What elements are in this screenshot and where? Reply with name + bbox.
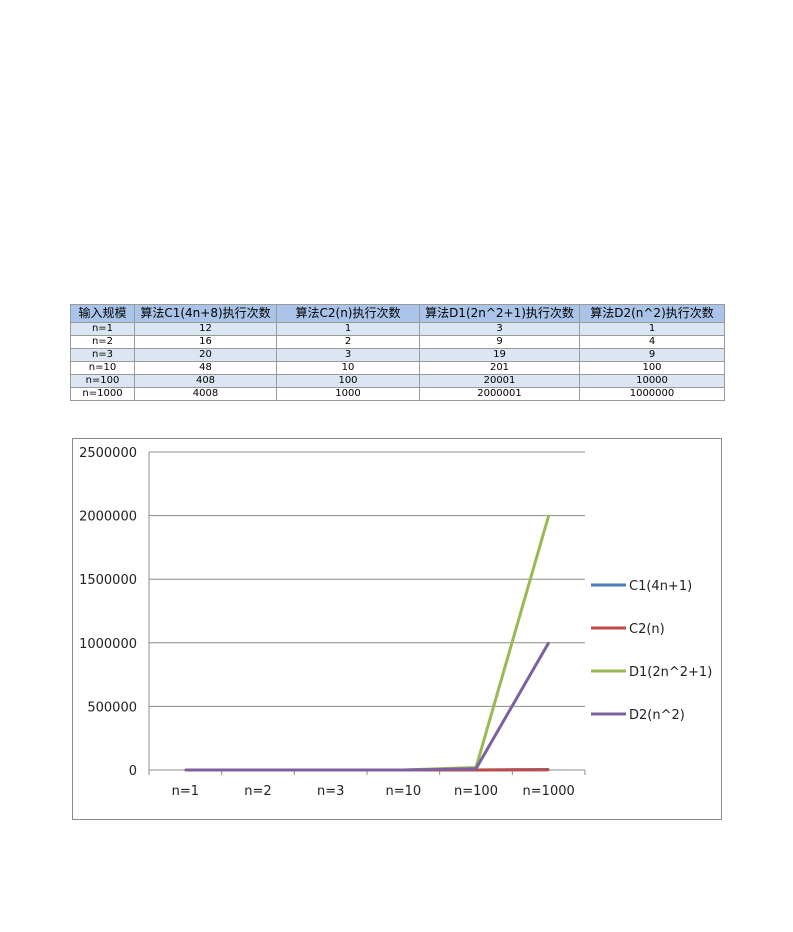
table-row: n=1 12 1 3 1 xyxy=(70,322,725,336)
data-table: 输入规模 算法C1(4n+8)执行次数 算法C2(n)执行次数 算法D1(2n^… xyxy=(70,304,725,401)
table-cell: 3 xyxy=(276,348,420,362)
data-point xyxy=(329,768,332,771)
table-row: n=2 16 2 9 4 xyxy=(70,335,725,349)
table-cell: 16 xyxy=(134,335,277,349)
legend-label: D1(2n^2+1) xyxy=(629,665,712,680)
column-header: 算法D1(2n^2+1)执行次数 xyxy=(419,304,580,323)
table-cell: 10000 xyxy=(579,374,725,388)
x-tick-label: n=1 xyxy=(172,784,199,799)
table-cell: 19 xyxy=(419,348,580,362)
column-header: 算法D2(n^2)执行次数 xyxy=(579,304,725,323)
x-tick-label: n=2 xyxy=(244,784,271,799)
x-tick-label: n=3 xyxy=(317,784,344,799)
table-cell: 2000001 xyxy=(419,387,580,401)
table-cell: 9 xyxy=(419,335,580,349)
table-cell: 12 xyxy=(134,322,277,336)
table-row: n=3 20 3 19 9 xyxy=(70,348,725,362)
table-row: n=10 48 10 201 100 xyxy=(70,361,725,375)
legend-label: C2(n) xyxy=(629,622,665,637)
column-header: 算法C1(4n+8)执行次数 xyxy=(134,304,277,323)
table-cell: 1 xyxy=(276,322,420,336)
table-cell: n=1 xyxy=(70,322,135,336)
table-cell: n=10 xyxy=(70,361,135,375)
table-cell: n=2 xyxy=(70,335,135,349)
data-point xyxy=(475,767,477,770)
x-tick-label: n=100 xyxy=(454,784,498,799)
series-line-3 xyxy=(185,642,550,772)
line-chart: 0 500000 1000000 1500000 2000000 2500000 n=1 n=… xyxy=(79,446,712,799)
table-cell: n=3 xyxy=(70,348,135,362)
y-tick-label: 2500000 xyxy=(79,446,137,461)
table-cell: 48 xyxy=(134,361,277,375)
table-cell: 100 xyxy=(579,361,725,375)
chart-area: 0 500000 1000000 1500000 2000000 2500000 n=1 n=… xyxy=(72,438,722,820)
y-tick-label: 1000000 xyxy=(79,637,137,652)
table-cell: 100 xyxy=(276,374,420,388)
data-point xyxy=(257,768,259,771)
table-cell: 1000 xyxy=(276,387,420,401)
data-point xyxy=(547,641,550,644)
x-tick-label: n=1000 xyxy=(523,784,575,799)
table-cell: 9 xyxy=(579,348,725,362)
table-row: n=1000 4008 1000 2000001 1000000 xyxy=(70,387,725,401)
table-header-row: 输入规模 算法C1(4n+8)执行次数 算法C2(n)执行次数 算法D1(2n^… xyxy=(70,304,725,323)
table-cell: 1 xyxy=(579,322,725,336)
column-header: 输入规模 xyxy=(70,304,135,323)
table-cell: n=1000 xyxy=(70,387,135,401)
table-cell: 20001 xyxy=(419,374,580,388)
table-row: n=100 408 100 20001 10000 xyxy=(70,374,725,388)
table-cell: 3 xyxy=(419,322,580,336)
table-cell: 2 xyxy=(276,335,420,349)
table-cell: 408 xyxy=(134,374,277,388)
data-point xyxy=(184,768,187,771)
table-cell: 10 xyxy=(276,361,420,375)
table-cell: 4008 xyxy=(134,387,277,401)
table-cell: 4 xyxy=(579,335,725,349)
column-header: 算法C2(n)执行次数 xyxy=(276,304,420,323)
legend-label: D2(n^2) xyxy=(629,708,685,723)
y-tick-label: 500000 xyxy=(87,700,137,715)
data-point xyxy=(547,514,550,517)
table-cell: 201 xyxy=(419,361,580,375)
table-cell: 1000000 xyxy=(579,387,725,401)
table-cell: 20 xyxy=(134,348,277,362)
data-point xyxy=(402,768,405,771)
table-cell: n=100 xyxy=(70,374,135,388)
y-tick-label: 1500000 xyxy=(79,573,137,588)
y-tick-label: 2000000 xyxy=(79,510,137,525)
x-tick-label: n=10 xyxy=(385,784,421,799)
y-tick-label: 0 xyxy=(129,764,137,779)
legend-label: C1(4n+1) xyxy=(629,579,692,594)
data-point xyxy=(547,768,550,771)
